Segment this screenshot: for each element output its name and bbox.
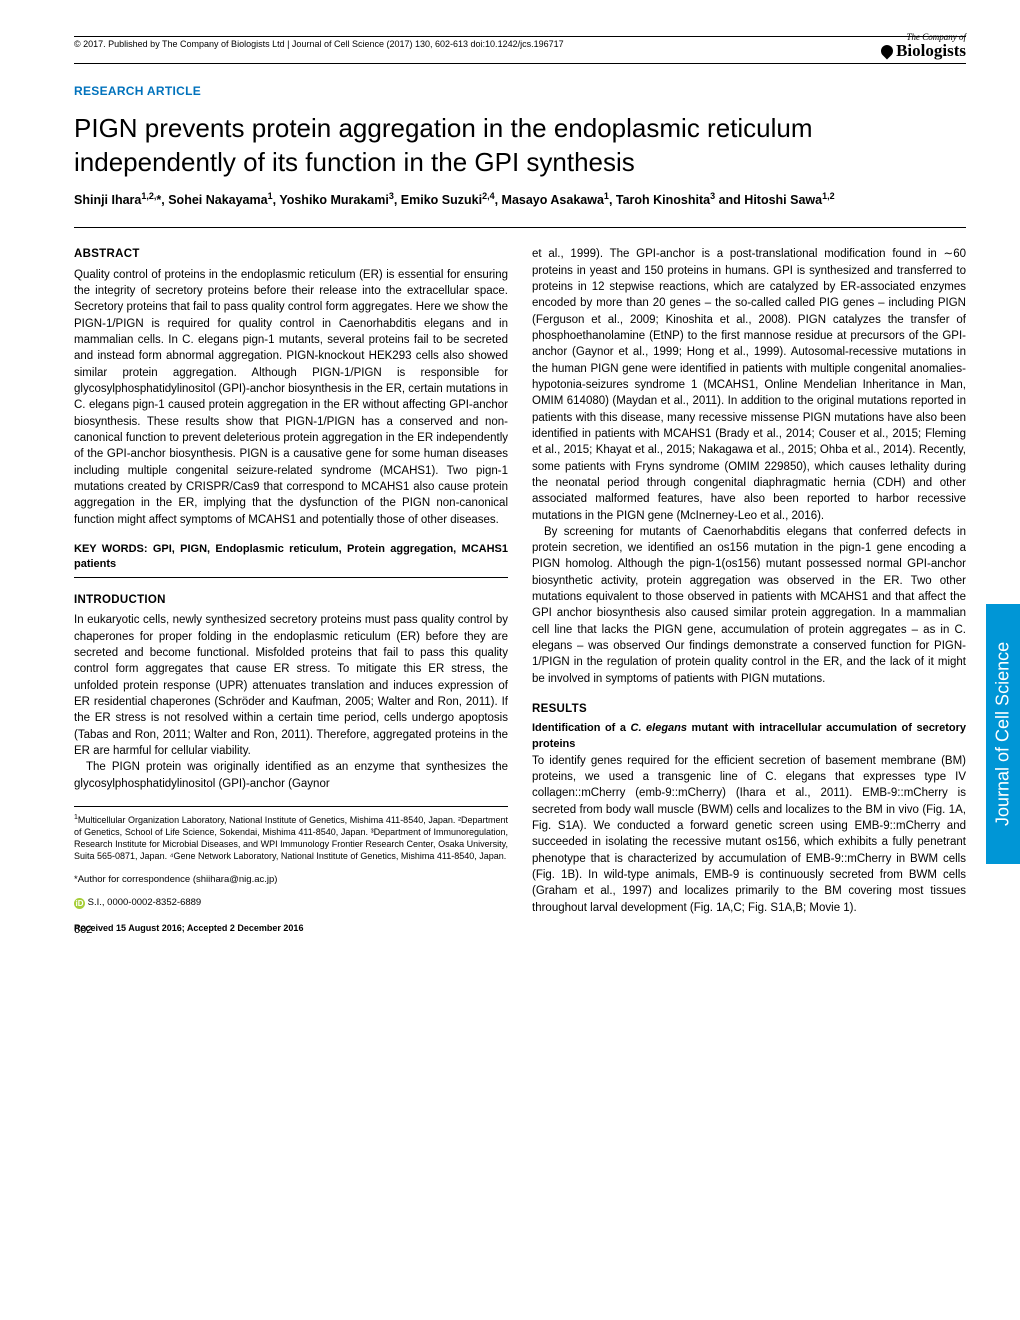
- introduction-heading: INTRODUCTION: [74, 592, 508, 608]
- orcid-line: iD S.I., 0000-0002-8352-6889: [74, 896, 508, 909]
- spacer: [532, 687, 966, 701]
- intro-paragraph-1: In eukaryotic cells, newly synthesized s…: [74, 612, 508, 759]
- affiliations-text: 1Multicellular Organization Laboratory, …: [74, 813, 508, 863]
- two-column-body: ABSTRACT Quality control of proteins in …: [74, 246, 966, 934]
- logo-biologists-text: Biologists: [881, 42, 966, 59]
- col2-paragraph-1: et al., 1999). The GPI-anchor is a post-…: [532, 246, 966, 524]
- affiliations-rule: [74, 806, 508, 807]
- author-list: Shinji Ihara1,2,*, Sohei Nakayama1, Yosh…: [74, 190, 966, 210]
- copyright-text: © 2017. Published by The Company of Biol…: [74, 39, 564, 49]
- correspondence-line: *Author for correspondence (shiihara@nig…: [74, 873, 508, 886]
- results-subheading: Identification of a C. elegans mutant wi…: [532, 721, 966, 752]
- left-column: ABSTRACT Quality control of proteins in …: [74, 246, 508, 934]
- author-rule: [74, 227, 966, 228]
- orcid-text: S.I., 0000-0002-8352-6889: [88, 897, 202, 908]
- abstract-text: Quality control of proteins in the endop…: [74, 267, 508, 528]
- col2-paragraph-2: By screening for mutants of Caenorhabdit…: [532, 524, 966, 687]
- header-line: © 2017. Published by The Company of Biol…: [74, 39, 966, 49]
- results-paragraph-1: To identify genes required for the effic…: [532, 753, 966, 916]
- article-type-label: RESEARCH ARTICLE: [74, 84, 966, 98]
- publisher-logo: The Company of Biologists: [881, 33, 966, 59]
- keywords-line: KEY WORDS: GPI, PIGN, Endoplasmic reticu…: [74, 542, 508, 573]
- affil-body: Multicellular Organization Laboratory, N…: [74, 815, 508, 861]
- page-number: 602: [74, 924, 92, 936]
- article-title: PIGN prevents protein aggregation in the…: [74, 112, 966, 180]
- abstract-heading: ABSTRACT: [74, 246, 508, 262]
- second-rule: [74, 63, 966, 64]
- received-accepted-dates: Received 15 August 2016; Accepted 2 Dece…: [74, 922, 508, 935]
- page-container: © 2017. Published by The Company of Biol…: [0, 0, 1020, 954]
- journal-side-tab: Journal of Cell Science: [986, 604, 1020, 864]
- top-rule: [74, 36, 966, 37]
- results-heading: RESULTS: [532, 701, 966, 717]
- right-column: et al., 1999). The GPI-anchor is a post-…: [532, 246, 966, 934]
- intro-paragraph-2: The PIGN protein was originally identifi…: [74, 759, 508, 792]
- keywords-rule: [74, 577, 508, 578]
- orcid-icon: iD: [74, 898, 85, 909]
